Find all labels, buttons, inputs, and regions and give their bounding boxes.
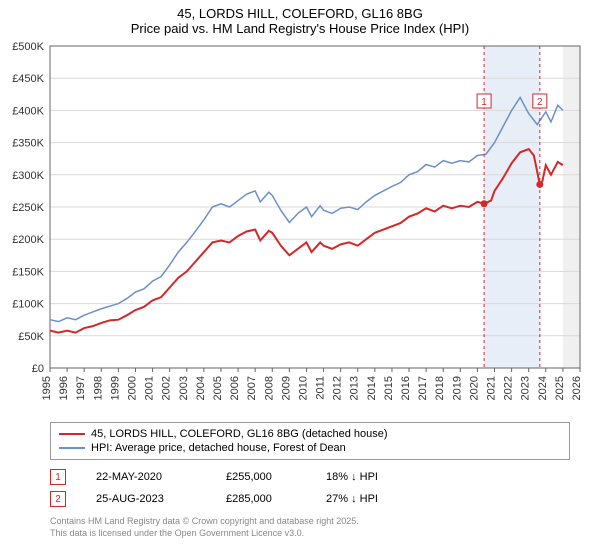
chart-area: £0 £50K £100K £150K £200K £250K £300K £350K £400… (0, 40, 600, 418)
legend-label: HPI: Average price, detached house, Fore… (91, 442, 346, 454)
svg-text:1998: 1998 (92, 376, 104, 400)
marker-pct: 27% ↓ HPI (326, 493, 416, 505)
svg-text:2022: 2022 (503, 376, 515, 400)
svg-text:£100K: £100K (12, 299, 44, 311)
svg-text:2013: 2013 (349, 376, 361, 400)
svg-text:£250K: £250K (12, 202, 44, 214)
svg-text:2002: 2002 (161, 376, 173, 400)
title-subtitle: Price paid vs. HM Land Registry's House … (0, 21, 600, 36)
svg-text:£350K: £350K (12, 138, 44, 150)
svg-text:2010: 2010 (297, 376, 309, 400)
svg-text:1: 1 (481, 97, 487, 108)
marker-number-box: 2 (50, 491, 66, 507)
svg-text:£0: £0 (32, 363, 44, 375)
svg-text:2019: 2019 (451, 376, 463, 400)
svg-text:2012: 2012 (332, 376, 344, 400)
svg-text:2011: 2011 (315, 376, 327, 400)
legend-item: HPI: Average price, detached house, Fore… (59, 441, 561, 455)
svg-text:2024: 2024 (537, 376, 549, 400)
marker-row: 2 25-AUG-2023 £285,000 27% ↓ HPI (50, 488, 570, 510)
svg-text:2001: 2001 (144, 376, 156, 400)
marker-row: 1 22-MAY-2020 £255,000 18% ↓ HPI (50, 466, 570, 488)
marker-price: £285,000 (226, 493, 296, 505)
svg-text:1995: 1995 (41, 376, 53, 400)
footer: Contains HM Land Registry data © Crown c… (50, 516, 570, 539)
svg-text:£500K: £500K (12, 41, 44, 53)
markers-table: 1 22-MAY-2020 £255,000 18% ↓ HPI 2 25-AU… (50, 466, 570, 510)
chart-container: 45, LORDS HILL, COLEFORD, GL16 8BG Price… (0, 0, 600, 539)
svg-text:2: 2 (537, 97, 543, 108)
footer-line: This data is licensed under the Open Gov… (50, 528, 570, 540)
svg-text:2021: 2021 (486, 376, 498, 400)
marker-price: £255,000 (226, 471, 296, 483)
marker-date: 22-MAY-2020 (96, 471, 196, 483)
marker-number-box: 1 (50, 469, 66, 485)
svg-text:2015: 2015 (383, 376, 395, 400)
svg-text:£450K: £450K (12, 73, 44, 85)
chart-svg: £0 £50K £100K £150K £200K £250K £300K £350K £400… (0, 40, 600, 418)
title-block: 45, LORDS HILL, COLEFORD, GL16 8BG Price… (0, 0, 600, 40)
svg-text:2000: 2000 (126, 376, 138, 400)
legend-label: 45, LORDS HILL, COLEFORD, GL16 8BG (deta… (91, 428, 388, 440)
marker-date: 25-AUG-2023 (96, 493, 196, 505)
svg-text:2016: 2016 (400, 376, 412, 400)
svg-text:2008: 2008 (263, 376, 275, 400)
svg-text:2023: 2023 (520, 376, 532, 400)
svg-text:2004: 2004 (195, 376, 207, 400)
svg-text:2025: 2025 (554, 376, 566, 400)
legend-item: 45, LORDS HILL, COLEFORD, GL16 8BG (deta… (59, 427, 561, 441)
marker-pct: 18% ↓ HPI (326, 471, 416, 483)
svg-text:2018: 2018 (434, 376, 446, 400)
svg-text:2007: 2007 (246, 376, 258, 400)
svg-text:1996: 1996 (58, 376, 70, 400)
svg-text:2003: 2003 (178, 376, 190, 400)
legend: 45, LORDS HILL, COLEFORD, GL16 8BG (deta… (50, 422, 570, 460)
svg-text:1999: 1999 (109, 376, 121, 400)
footer-line: Contains HM Land Registry data © Crown c… (50, 516, 570, 528)
svg-text:£150K: £150K (12, 266, 44, 278)
svg-text:£50K: £50K (18, 331, 44, 343)
svg-text:2020: 2020 (468, 376, 480, 400)
svg-text:£300K: £300K (12, 170, 44, 182)
svg-text:£400K: £400K (12, 105, 44, 117)
title-address: 45, LORDS HILL, COLEFORD, GL16 8BG (0, 6, 600, 21)
svg-text:2009: 2009 (280, 376, 292, 400)
svg-text:1997: 1997 (75, 376, 87, 400)
legend-swatch (59, 433, 85, 435)
svg-text:2026: 2026 (571, 376, 583, 400)
svg-text:£200K: £200K (12, 234, 44, 246)
svg-text:2005: 2005 (212, 376, 224, 400)
svg-text:2006: 2006 (229, 376, 241, 400)
svg-text:2017: 2017 (417, 376, 429, 400)
legend-swatch (59, 447, 85, 449)
svg-text:2014: 2014 (366, 376, 378, 400)
